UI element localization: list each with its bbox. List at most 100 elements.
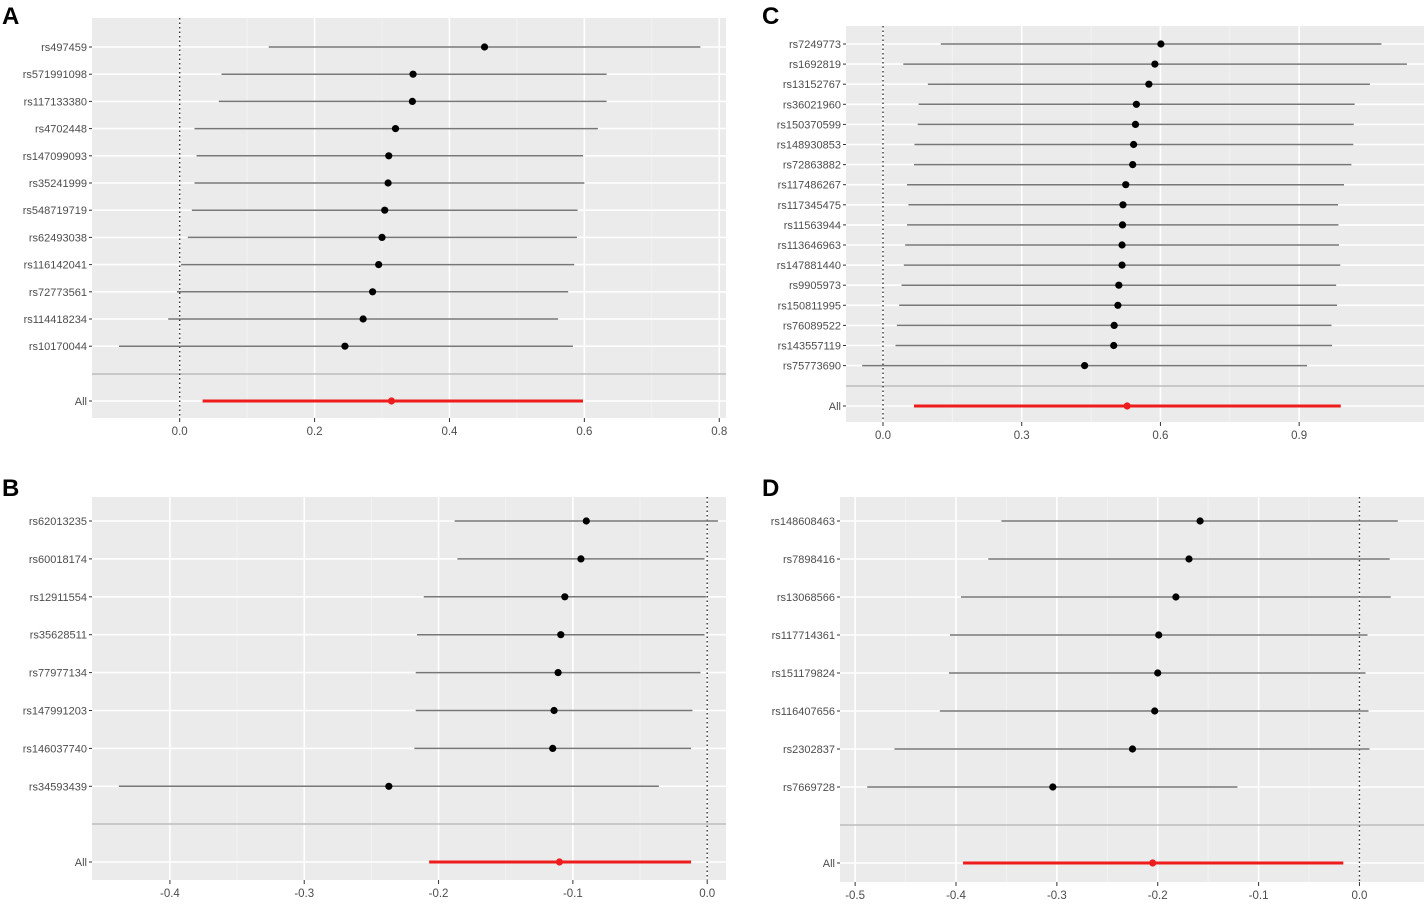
row-label: rs151179824 — [772, 668, 835, 680]
estimate-point — [384, 179, 392, 187]
estimate-point — [1115, 281, 1123, 289]
row-label: rs13152767 — [783, 79, 841, 91]
row-label: rs62493038 — [29, 232, 87, 244]
overall-estimate-point — [555, 858, 564, 866]
row-label: rs116142041 — [24, 260, 87, 272]
x-tick-label: 0.6 — [576, 426, 592, 438]
row-label: rs7898416 — [783, 554, 835, 566]
estimate-point — [554, 669, 562, 677]
estimate-point — [1145, 80, 1153, 88]
estimate-point — [1130, 140, 1138, 149]
estimate-point — [391, 125, 400, 133]
row-label: rs10170044 — [29, 341, 87, 353]
x-tick-label: -0.5 — [845, 890, 865, 902]
overall-estimate-point — [1149, 859, 1157, 867]
row-label: rs1692819 — [789, 59, 841, 71]
row-label: rs117486267 — [778, 180, 841, 192]
estimate-point — [1132, 100, 1140, 108]
panel-label: D — [762, 475, 779, 502]
estimate-point — [1118, 261, 1126, 269]
row-label: rs548719719 — [23, 205, 87, 217]
row-label: rs36021960 — [783, 99, 841, 111]
plot-background — [92, 497, 726, 880]
estimate-point — [1110, 341, 1118, 350]
estimate-point — [1151, 60, 1159, 68]
estimate-point — [1080, 362, 1089, 370]
estimate-point — [1114, 301, 1122, 309]
estimate-point — [577, 555, 585, 563]
x-tick-label: -0.3 — [294, 888, 314, 900]
estimate-point — [1118, 241, 1126, 249]
x-tick-label: 0.8 — [711, 426, 727, 438]
estimate-point — [561, 593, 569, 601]
estimate-point — [1131, 120, 1140, 128]
x-tick-label: 0.0 — [172, 426, 188, 438]
estimate-point — [409, 70, 417, 78]
estimate-point — [550, 706, 558, 715]
overall-estimate-point — [1123, 402, 1131, 410]
x-tick-label: -0.2 — [429, 888, 449, 900]
x-tick-label: 0.2 — [307, 426, 323, 438]
row-label: rs11563944 — [784, 220, 841, 232]
estimate-point — [341, 342, 349, 350]
row-label: rs147991203 — [23, 706, 87, 718]
row-label: rs7669728 — [783, 782, 835, 794]
estimate-point — [359, 315, 367, 323]
x-tick-label: -0.1 — [563, 888, 583, 900]
estimate-point — [582, 517, 590, 525]
row-label: rs114418234 — [24, 314, 87, 326]
x-tick-label: 0.6 — [1152, 430, 1168, 442]
panel-label: B — [2, 475, 19, 502]
row-label: rs76089522 — [783, 320, 841, 332]
row-label: rs9905973 — [789, 280, 841, 292]
x-tick-label: -0.2 — [1148, 890, 1168, 902]
row-label: rs4702448 — [35, 124, 87, 136]
estimate-point — [1196, 517, 1204, 525]
row-label: rs117133380 — [24, 96, 87, 108]
row-label: rs72863882 — [783, 160, 841, 172]
overall-label: All — [829, 401, 841, 413]
estimate-point — [381, 206, 389, 214]
estimate-point — [378, 233, 386, 241]
row-label: rs571991098 — [23, 69, 87, 81]
estimate-point — [408, 97, 416, 105]
row-label: rs75773690 — [783, 361, 841, 373]
row-label: rs7249773 — [789, 39, 841, 51]
estimate-point — [1185, 555, 1193, 563]
row-label: rs148608463 — [771, 516, 835, 528]
estimate-point — [1128, 745, 1137, 753]
row-label: rs497459 — [41, 42, 87, 54]
row-label: rs62013235 — [29, 516, 87, 528]
row-label: rs35628511 — [30, 630, 87, 642]
estimate-point — [1154, 669, 1162, 677]
overall-estimate-point — [387, 397, 396, 405]
row-label: rs35241999 — [29, 178, 87, 190]
plot-background — [840, 497, 1424, 882]
estimate-point — [1155, 631, 1163, 639]
estimate-point — [557, 631, 565, 639]
overall-label: All — [823, 858, 835, 870]
row-label: rs113646963 — [778, 240, 841, 252]
estimate-point — [1110, 321, 1118, 329]
x-tick-label: 0.4 — [441, 426, 458, 438]
estimate-point — [1118, 221, 1127, 229]
panel-label: C — [762, 3, 779, 30]
row-label: rs12911554 — [30, 592, 87, 604]
overall-label: All — [75, 396, 87, 408]
x-tick-label: -0.4 — [160, 888, 180, 900]
overall-label: All — [75, 857, 87, 869]
row-label: rs143557119 — [778, 341, 841, 353]
x-tick-label: 0.0 — [699, 888, 715, 900]
estimate-point — [1129, 161, 1137, 169]
estimate-point — [1049, 783, 1057, 791]
row-label: rs34593439 — [29, 781, 87, 793]
estimate-point — [1122, 181, 1130, 189]
estimate-point — [1172, 593, 1180, 601]
estimate-point — [385, 782, 393, 790]
